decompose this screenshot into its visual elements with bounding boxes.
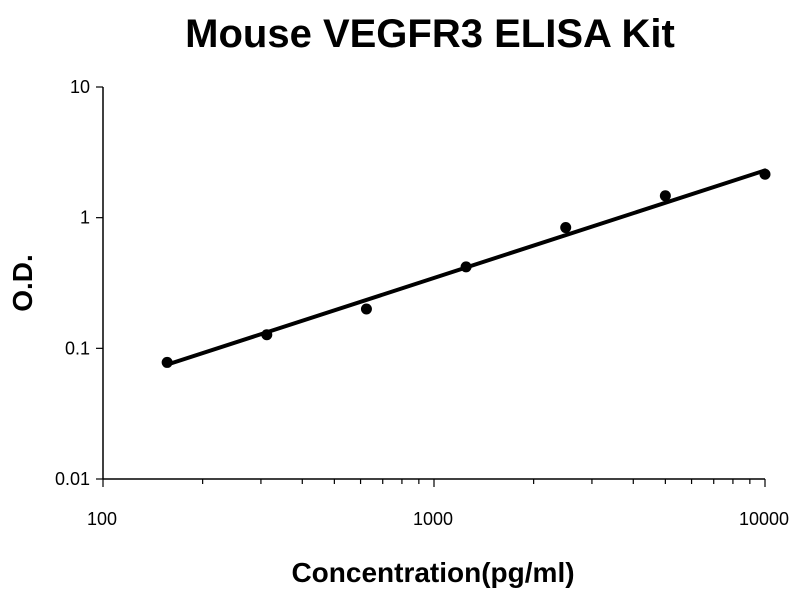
data-points [161, 168, 771, 368]
x-tick-label: 10000 [739, 509, 789, 529]
data-point [460, 261, 472, 273]
data-point [560, 222, 572, 234]
y-tick-label: 10 [70, 77, 90, 97]
y-tick-label: 0.01 [55, 469, 90, 489]
x-axis-title: Concentration(pg/ml) [291, 557, 574, 588]
data-point [759, 168, 771, 180]
y-tick-label: 0.1 [65, 338, 90, 358]
y-axis-title: O.D. [7, 254, 38, 312]
x-tick-label: 100 [87, 509, 117, 529]
data-point [261, 329, 273, 341]
data-point [360, 303, 372, 315]
tick-labels: 0.01 0.1 1 10 100 1000 10000 [55, 77, 789, 529]
x-tick-label: 1000 [413, 509, 453, 529]
y-tick-label: 1 [80, 208, 90, 228]
data-point [659, 190, 671, 202]
chart-title: Mouse VEGFR3 ELISA Kit [185, 12, 675, 56]
data-point [161, 356, 173, 368]
ticks [96, 86, 766, 487]
axes [102, 87, 765, 480]
